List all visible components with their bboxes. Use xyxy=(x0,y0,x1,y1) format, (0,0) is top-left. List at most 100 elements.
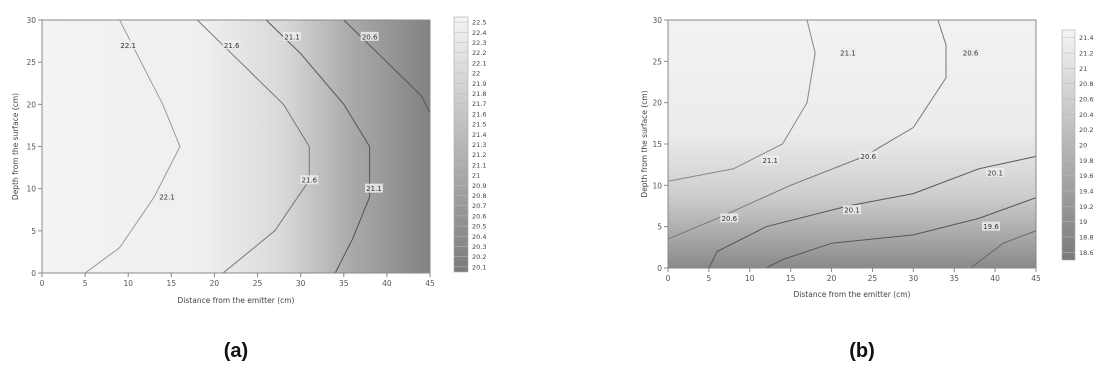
colorbar-label: 21.2 xyxy=(472,151,486,159)
colorbar-label: 20.9 xyxy=(472,182,486,190)
colorbar-label: 21.8 xyxy=(472,90,486,98)
contour-label: 19.6 xyxy=(983,223,999,231)
contour-label: 20.1 xyxy=(844,207,860,215)
y-tick-label: 0 xyxy=(31,269,36,278)
colorbar-label: 20.5 xyxy=(472,223,486,231)
contour-label: 20.6 xyxy=(963,50,979,58)
x-tick-label: 10 xyxy=(123,279,133,288)
colorbar-label: 20.7 xyxy=(472,202,486,210)
colorbar-label: 22.1 xyxy=(472,59,486,67)
colorbar-label: 20.1 xyxy=(472,263,486,271)
colorbar-label: 20.8 xyxy=(1079,80,1093,88)
colorbar-label: 21.3 xyxy=(472,141,486,149)
contour-label-bg xyxy=(838,48,857,58)
contour-label: 21.1 xyxy=(840,50,856,58)
contour-line xyxy=(765,197,1036,268)
contour-label: 20.6 xyxy=(861,153,877,161)
contour-line xyxy=(970,230,1036,268)
contour-line xyxy=(196,20,310,273)
contour-line xyxy=(668,20,816,182)
x-tick-label: 15 xyxy=(167,279,177,288)
colorbar-label: 20.3 xyxy=(472,243,486,251)
x-tick-label: 0 xyxy=(666,274,671,283)
contour-label-bg xyxy=(720,213,739,223)
colorbar-label: 22.4 xyxy=(472,29,486,37)
colorbar-label: 20.6 xyxy=(1079,96,1093,104)
x-tick-label: 15 xyxy=(786,274,796,283)
colorbar-label: 20.4 xyxy=(1079,111,1093,119)
y-tick-label: 0 xyxy=(657,264,662,273)
contour-label-bg xyxy=(364,183,383,193)
colorbar-label: 21 xyxy=(1079,65,1087,73)
x-tick-label: 35 xyxy=(949,274,959,283)
panel-caption: (b) xyxy=(849,340,875,362)
colorbar-label: 19.6 xyxy=(1079,172,1093,180)
contour-label-bg xyxy=(283,31,302,41)
x-tick-label: 30 xyxy=(296,279,306,288)
contour-label: 20.6 xyxy=(362,33,378,41)
contour-label-bg xyxy=(859,151,878,161)
contour-line xyxy=(668,20,947,240)
contour-label: 22.1 xyxy=(159,194,175,202)
y-tick-label: 20 xyxy=(652,99,662,108)
y-axis-title: Depth from the surface (cm) xyxy=(11,93,20,200)
colorbar-label: 21.2 xyxy=(1079,50,1093,58)
y-tick-label: 25 xyxy=(652,57,662,66)
y-tick-label: 30 xyxy=(652,16,662,25)
contour-line xyxy=(84,20,181,273)
contour-label-bg xyxy=(158,192,177,202)
x-tick-label: 20 xyxy=(827,274,837,283)
contour-label-bg xyxy=(986,167,1005,177)
contour-label-bg xyxy=(300,175,319,185)
colorbar-label: 22 xyxy=(472,70,480,78)
colorbar-label: 21.4 xyxy=(472,131,486,139)
colorbar-label: 20.4 xyxy=(472,233,486,241)
y-tick-label: 20 xyxy=(26,100,36,109)
contour-field xyxy=(668,20,1036,268)
x-tick-label: 0 xyxy=(40,279,45,288)
panel-caption: (a) xyxy=(224,340,248,362)
y-tick-label: 5 xyxy=(31,227,36,236)
colorbar-label: 21.7 xyxy=(472,100,486,108)
colorbar-label: 20.2 xyxy=(1079,126,1093,134)
y-tick-label: 5 xyxy=(657,223,662,232)
colorbar-label: 20.8 xyxy=(472,192,486,200)
contour-label: 21.6 xyxy=(301,177,317,185)
contour-label-bg xyxy=(761,155,780,165)
y-tick-label: 10 xyxy=(26,185,36,194)
colorbar-label: 22.2 xyxy=(472,49,486,57)
contour-label-bg xyxy=(360,31,379,41)
colorbar-label: 19.8 xyxy=(1079,157,1093,165)
contour-label-bg xyxy=(961,48,980,58)
colorbar-label: 21.6 xyxy=(472,110,486,118)
contour-label-bg xyxy=(222,40,241,50)
x-axis-title: Distance from the emitter (cm) xyxy=(178,296,295,305)
y-tick-label: 30 xyxy=(26,16,36,25)
x-axis-title: Distance from the emitter (cm) xyxy=(794,290,911,299)
colorbar-label: 20 xyxy=(1079,142,1087,150)
x-tick-label: 5 xyxy=(83,279,88,288)
x-tick-label: 35 xyxy=(339,279,349,288)
colorbar-label: 21.1 xyxy=(472,161,486,169)
contour-label: 21.1 xyxy=(762,157,778,165)
colorbar-label: 19.2 xyxy=(1079,203,1093,211)
x-tick-label: 20 xyxy=(210,279,220,288)
contour-label: 21.1 xyxy=(366,185,382,193)
y-tick-label: 25 xyxy=(26,58,36,67)
colorbar-label: 18.6 xyxy=(1079,249,1093,257)
colorbar-label: 21 xyxy=(472,172,480,180)
colorbar-label: 18.8 xyxy=(1079,234,1093,242)
x-tick-label: 5 xyxy=(706,274,711,283)
colorbar-label: 22.5 xyxy=(472,19,486,27)
y-tick-label: 15 xyxy=(26,143,36,152)
chart-panel-a: 22.1 22.1 21.6 21.6 21.1 21.1 20.6 0 5 10 15 20 25 30… xyxy=(11,16,486,362)
contour-label-bg xyxy=(119,40,138,50)
colorbar-label: 20.2 xyxy=(472,253,486,261)
contour-label: 21.1 xyxy=(284,33,300,41)
y-tick-label: 10 xyxy=(652,181,662,190)
contour-label: 20.1 xyxy=(987,169,1003,177)
contour-label-bg xyxy=(982,221,1001,231)
x-tick-label: 30 xyxy=(909,274,919,283)
y-tick-label: 15 xyxy=(652,140,662,149)
